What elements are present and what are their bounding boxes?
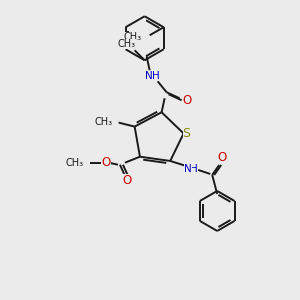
Text: O: O [122,174,132,187]
Text: H: H [190,164,198,174]
Text: O: O [182,94,191,107]
Text: O: O [218,152,227,164]
Text: O: O [101,156,111,169]
Text: CH₃: CH₃ [94,117,112,127]
Text: N: N [184,164,192,174]
Text: CH₃: CH₃ [118,39,136,49]
Text: N: N [145,71,152,81]
Text: H: H [152,71,160,81]
Text: CH₃: CH₃ [124,32,142,42]
Text: CH₃: CH₃ [66,158,84,168]
Text: S: S [183,127,190,140]
